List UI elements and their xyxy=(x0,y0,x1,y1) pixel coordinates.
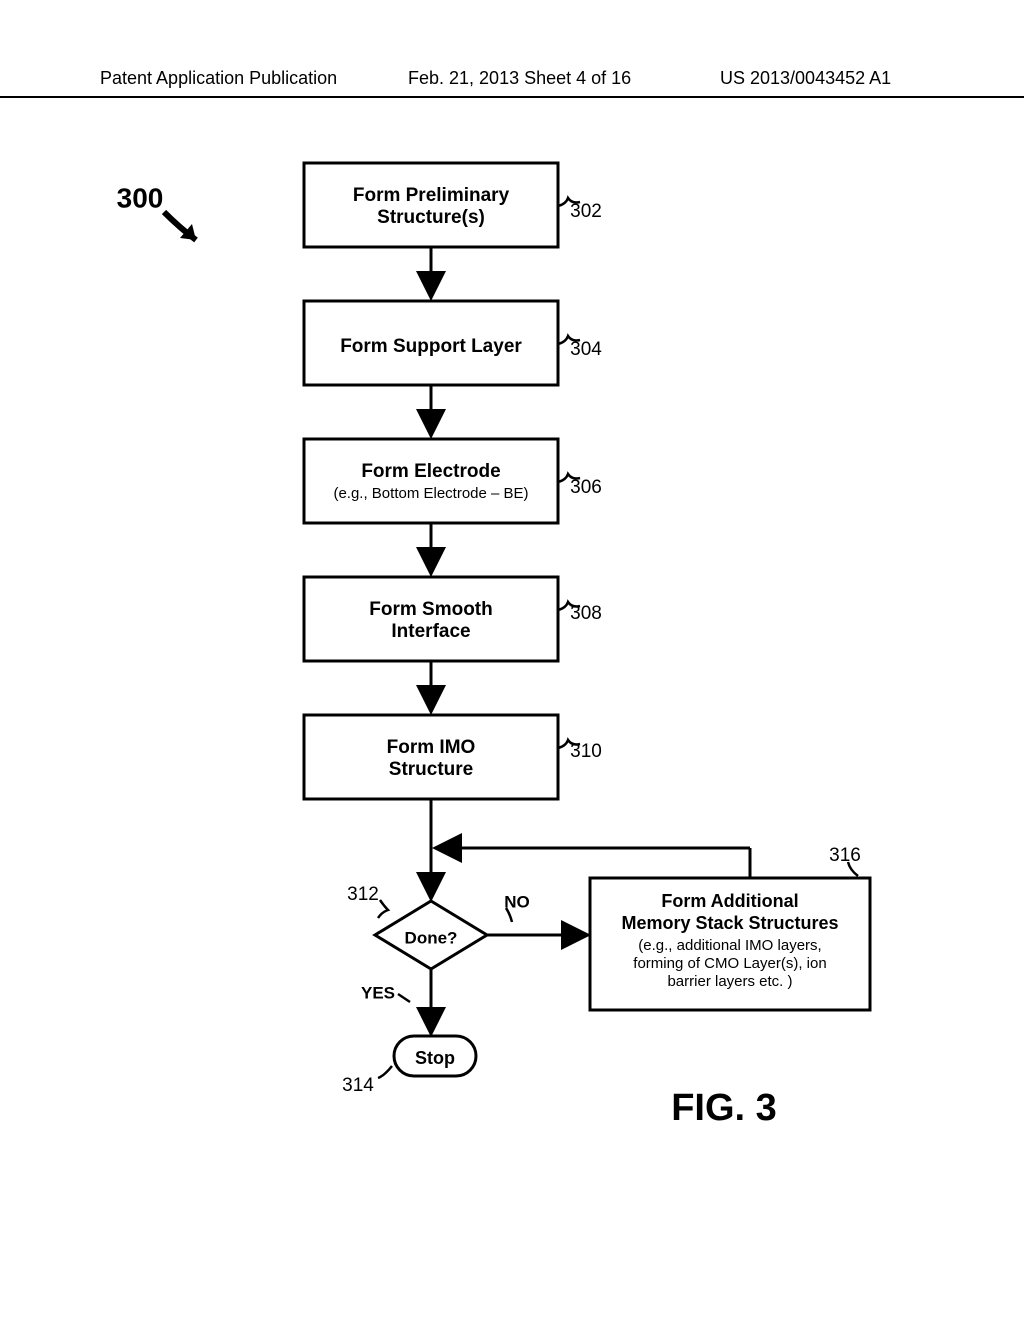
ref-304: 304 xyxy=(570,339,602,360)
box-316-title2: Memory Stack Structures xyxy=(621,913,838,933)
ref-306: 306 xyxy=(570,477,602,498)
box-310-line2: Structure xyxy=(389,759,473,780)
ref-312: 312 xyxy=(347,884,379,905)
ref-302: 302 xyxy=(570,201,602,222)
box-316-sub1: (e.g., additional IMO layers, xyxy=(638,937,821,954)
figure-ref-300: 300 xyxy=(117,182,164,213)
ref-314: 314 xyxy=(342,1075,374,1096)
decision-text: Done? xyxy=(405,928,458,947)
box-316-sub2: forming of CMO Layer(s), ion xyxy=(633,955,826,972)
ref-310: 310 xyxy=(570,741,602,762)
yes-tick xyxy=(398,994,410,1002)
ref-316: 316 xyxy=(829,845,861,866)
box-310-line1: Form IMO xyxy=(387,737,476,758)
figure-caption: FIG. 3 xyxy=(671,1087,777,1129)
box-306-line1: Form Electrode xyxy=(361,461,500,482)
box-306-sub: (e.g., Bottom Electrode – BE) xyxy=(333,485,528,502)
box-302-line1: Form Preliminary xyxy=(353,185,510,206)
box-316-title1: Form Additional xyxy=(661,891,798,911)
stop-text: Stop xyxy=(415,1048,455,1068)
ref-tick-312 xyxy=(378,900,388,918)
box-308-line1: Form Smooth xyxy=(369,599,493,620)
box-302-line2: Structure(s) xyxy=(377,207,485,228)
no-label: NO xyxy=(504,892,530,911)
box-316-sub3: barrier layers etc. ) xyxy=(667,973,792,990)
flowchart-svg: 300 Form Preliminary Structure(s) 302 Fo… xyxy=(0,0,1024,1320)
yes-label: YES xyxy=(361,983,395,1002)
box-308-line2: Interface xyxy=(391,621,470,642)
box-304-line1: Form Support Layer xyxy=(340,336,522,357)
ref-308: 308 xyxy=(570,603,602,624)
ref-tick-314 xyxy=(378,1066,392,1078)
